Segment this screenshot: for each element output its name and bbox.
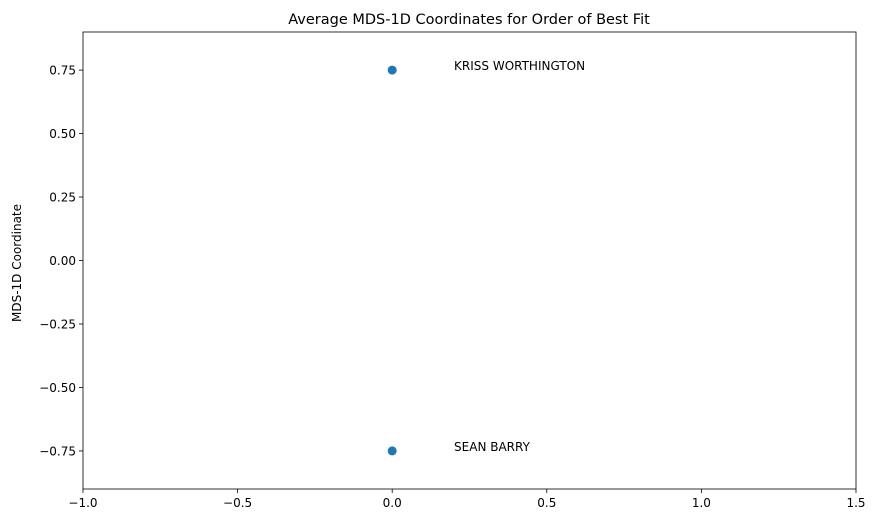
y-tick-label: −0.75 xyxy=(39,444,76,458)
plot-frame xyxy=(82,31,857,490)
x-tick-label: −0.5 xyxy=(223,496,252,510)
x-tick-label: 0.0 xyxy=(383,496,402,510)
y-tick-label: 0.00 xyxy=(49,254,76,268)
point-label: KRISS WORTHINGTON xyxy=(454,59,585,73)
plot-area: −1.0 −0.5 0.0 0.5 1.0 1.5 0.75 0.50 0.25 0.00 −0.2… xyxy=(39,31,866,510)
point-label: SEAN BARRY xyxy=(454,440,531,454)
data-point xyxy=(387,65,397,75)
y-tick-label: −0.50 xyxy=(39,381,76,395)
y-tick-label: −0.25 xyxy=(39,317,76,331)
chart-title: Average MDS-1D Coordinates for Order of … xyxy=(288,12,650,28)
y-axis-label: MDS-1D Coordinate xyxy=(10,204,24,322)
y-tick-label: 0.50 xyxy=(49,127,76,141)
data-point xyxy=(387,446,397,456)
x-tick-label: 1.5 xyxy=(846,496,865,510)
y-tick-label: 0.75 xyxy=(49,64,76,78)
x-tick-label: 1.0 xyxy=(692,496,711,510)
x-tick-label: 0.5 xyxy=(537,496,556,510)
x-tick-label: −1.0 xyxy=(68,496,97,510)
y-tick-label: 0.25 xyxy=(49,191,76,205)
